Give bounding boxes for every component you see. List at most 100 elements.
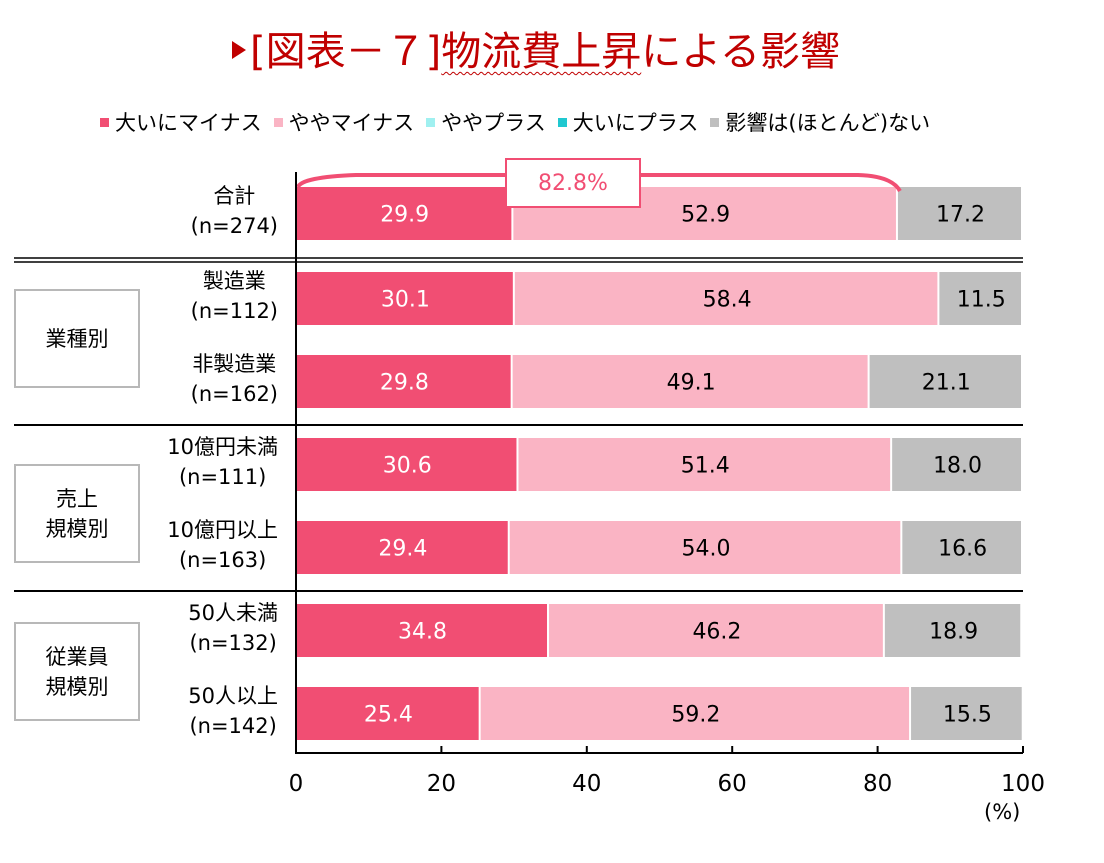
- data-label: 51.4: [681, 454, 730, 479]
- group-label: 従業員 規模別: [46, 642, 109, 702]
- category-label: 合計 (n=274): [8, 181, 278, 241]
- bar-segment: [911, 687, 1022, 740]
- data-label: 46.2: [692, 620, 741, 645]
- group-label: 売上 規模別: [46, 484, 109, 544]
- bar-segment: [869, 355, 1021, 408]
- category-name: 50人以上: [188, 683, 278, 708]
- category-label: 50人未満 (n=132): [8, 598, 278, 658]
- bar-segment: [548, 604, 883, 657]
- category-n: (n=111): [178, 464, 267, 489]
- legend-label: 影響は(ほとんど)ない: [725, 111, 931, 135]
- data-label: 54.0: [682, 537, 731, 562]
- data-label: 21.1: [922, 371, 971, 396]
- group-label-line: 業種別: [45, 326, 109, 351]
- bar-segment: [509, 521, 901, 574]
- data-label: 34.8: [398, 620, 447, 645]
- title-prefix: [図表－７]: [250, 29, 442, 75]
- bar-segment: [884, 604, 1021, 657]
- category-n: (n=163): [178, 547, 267, 572]
- bar-segment: [296, 355, 511, 408]
- legend-label: ややマイナス: [288, 111, 415, 135]
- category-label-text: 10億円以上 (n=163): [167, 515, 278, 575]
- data-label: 29.8: [380, 371, 429, 396]
- category-label: 10億円未満 (n=111): [8, 432, 278, 492]
- data-label: 52.9: [681, 203, 730, 228]
- data-label: 18.0: [933, 454, 982, 479]
- category-label-text: 50人以上 (n=142): [188, 681, 278, 741]
- bar-segment: [902, 521, 1021, 574]
- category-name: 非製造業: [192, 351, 277, 376]
- bar-segment: [897, 187, 1021, 240]
- group-label-line: 売上: [56, 486, 98, 511]
- legend-label: 大いにプラス: [572, 111, 699, 135]
- bar-segment: [518, 438, 891, 491]
- x-tick-label: 20: [427, 771, 456, 797]
- category-label: 10億円以上 (n=163): [8, 515, 278, 575]
- group-label-box: 業種別: [14, 289, 140, 388]
- chart-title: [図表－７]物流費上昇による影響: [232, 24, 882, 80]
- group-label-line: 従業員: [45, 644, 109, 669]
- category-name: 10億円未満: [167, 434, 278, 459]
- total-annotation: 82.8%: [505, 158, 641, 208]
- data-label: 59.2: [671, 703, 720, 728]
- legend-item: ややマイナス: [273, 107, 415, 137]
- bar-segment: [512, 355, 868, 408]
- legend-item: ややプラス: [426, 107, 546, 137]
- category-label-text: 50人未満 (n=132): [188, 598, 278, 658]
- category-n: (n=132): [189, 630, 277, 655]
- bar-segment: [296, 438, 517, 491]
- data-label: 30.1: [381, 288, 430, 313]
- data-label: 30.6: [383, 454, 432, 479]
- group-label-box: 従業員 規模別: [14, 622, 140, 721]
- category-n: (n=142): [189, 713, 277, 738]
- legend-item: 大いにマイナス: [100, 107, 262, 137]
- x-axis-unit: (%): [984, 800, 1021, 824]
- bar-segment: [296, 604, 547, 657]
- data-label: 18.9: [929, 620, 978, 645]
- category-name: 50人未満: [188, 600, 278, 625]
- bar-segment: [480, 687, 910, 740]
- legend-swatch: [426, 117, 436, 127]
- bar-segment: [892, 438, 1021, 491]
- category-name: 合計: [213, 183, 256, 208]
- title-underlined: 物流費上昇: [441, 29, 642, 75]
- data-label: 58.4: [703, 288, 752, 313]
- bar-segment: [514, 272, 938, 325]
- category-label-text: 合計 (n=274): [191, 181, 278, 241]
- category-n: (n=112): [190, 298, 278, 323]
- legend-item: 影響は(ほとんど)ない: [710, 107, 930, 137]
- category-n: (n=162): [190, 381, 278, 406]
- category-n: (n=274): [190, 213, 278, 238]
- category-name: 10億円以上: [167, 517, 278, 542]
- group-label: 業種別: [46, 324, 109, 354]
- data-label: 11.5: [957, 288, 1006, 313]
- x-tick-label: 60: [718, 771, 747, 797]
- legend-label: ややプラス: [441, 111, 546, 135]
- data-label: 29.9: [380, 203, 429, 228]
- group-label-box: 売上 規模別: [14, 464, 140, 563]
- legend-swatch: [100, 117, 109, 127]
- category-label: 製造業 (n=112): [8, 266, 278, 326]
- data-label: 29.4: [378, 537, 427, 562]
- category-name: 製造業: [202, 268, 266, 293]
- x-tick-label: 40: [572, 771, 601, 797]
- category-label: 非製造業 (n=162): [8, 349, 278, 409]
- data-label: 16.6: [938, 537, 987, 562]
- legend-swatch: [710, 117, 720, 127]
- x-tick-label: 80: [863, 771, 892, 797]
- bar-segment: [296, 187, 512, 240]
- bar-segment: [296, 272, 513, 325]
- group-label-line: 規模別: [45, 516, 109, 541]
- legend: 大いにマイナス ややマイナス ややプラス 大いにプラス 影響は(ほとんど)ない: [100, 106, 942, 138]
- x-tick-label: 100: [1001, 771, 1045, 797]
- category-label-text: 非製造業 (n=162): [191, 349, 278, 409]
- category-label-text: 10億円未満 (n=111): [167, 432, 278, 492]
- title-suffix: による影響: [641, 29, 841, 75]
- legend-label: 大いにマイナス: [115, 111, 262, 135]
- legend-swatch: [273, 117, 283, 127]
- legend-swatch: [557, 117, 567, 127]
- bar-segment: [939, 272, 1021, 325]
- data-label: 17.2: [936, 203, 985, 228]
- legend-item: 大いにプラス: [557, 107, 699, 137]
